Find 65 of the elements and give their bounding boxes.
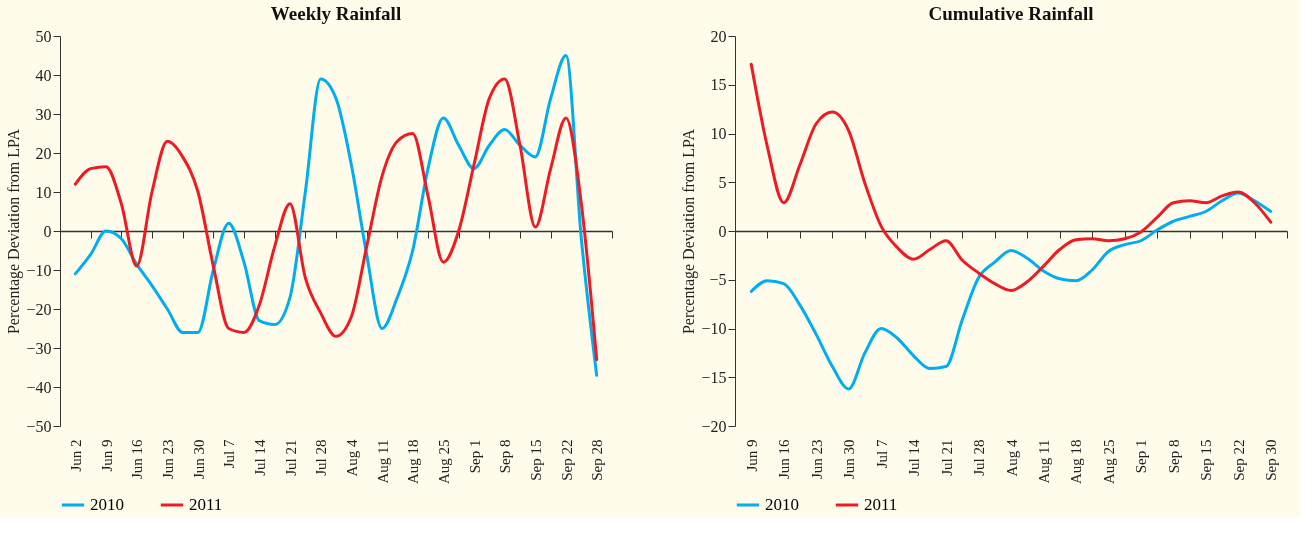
x-tick-label: Aug 18 bbox=[1068, 439, 1085, 485]
y-tick-label: −50 bbox=[26, 417, 52, 435]
x-tick-label: Sep 8 bbox=[1165, 439, 1182, 474]
chart-title: Cumulative Rainfall bbox=[928, 3, 1094, 24]
y-tick-label: 30 bbox=[35, 105, 52, 123]
x-tick-label: Jun 23 bbox=[159, 439, 176, 480]
legend-label: 2011 bbox=[189, 495, 223, 514]
y-tick-label: 50 bbox=[35, 27, 52, 45]
chart-title: Weekly Rainfall bbox=[270, 3, 402, 24]
x-tick-label: Sep 1 bbox=[466, 439, 483, 474]
x-tick-label: Jul 28 bbox=[971, 439, 988, 476]
y-axis-title: Percentage Deviation from LPA bbox=[5, 128, 24, 335]
y-tick-label: −10 bbox=[701, 320, 727, 337]
y-tick-label: 20 bbox=[710, 27, 727, 45]
legend-label: 2010 bbox=[765, 495, 799, 514]
line-series bbox=[749, 191, 1273, 391]
x-tick-label: Sep 15 bbox=[1198, 439, 1215, 481]
x-tick-label: Aug 11 bbox=[374, 439, 391, 484]
y-tick-label: −5 bbox=[709, 271, 727, 289]
x-tick-label: Jun 16 bbox=[129, 439, 146, 480]
x-tick-label: Sep 22 bbox=[1230, 439, 1247, 481]
legend-label: 2010 bbox=[90, 495, 124, 514]
y-tick-label: −10 bbox=[26, 261, 52, 279]
x-tick-label: Jul 14 bbox=[251, 439, 268, 476]
y-tick-label: 10 bbox=[35, 183, 52, 201]
x-tick-label: Aug 11 bbox=[1035, 439, 1052, 484]
y-tick-label: 20 bbox=[35, 144, 52, 162]
x-tick-label: Jun 9 bbox=[743, 439, 760, 472]
y-tick-label: −40 bbox=[26, 378, 52, 396]
x-tick-label: Jun 23 bbox=[808, 439, 825, 480]
y-tick-label: −30 bbox=[26, 339, 52, 357]
x-tick-label: Sep 1 bbox=[1133, 439, 1150, 474]
x-tick-label: Aug 4 bbox=[343, 439, 360, 477]
x-tick-label: Aug 25 bbox=[1100, 439, 1117, 485]
y-axis-title: Percentage Deviation from LPA bbox=[680, 128, 699, 335]
x-tick-label: Jun 9 bbox=[98, 439, 115, 472]
x-tick-label: Jul 21 bbox=[282, 439, 299, 476]
y-tick-label: 15 bbox=[710, 76, 727, 94]
x-tick-label: Jun 30 bbox=[841, 439, 858, 480]
y-tick-label: 0 bbox=[43, 222, 52, 240]
x-tick-label: Sep 15 bbox=[527, 439, 544, 481]
x-tick-label: Jul 21 bbox=[938, 439, 955, 476]
y-tick-label: 10 bbox=[710, 125, 727, 142]
x-tick-label: Sep 30 bbox=[1263, 439, 1280, 481]
x-tick-label: Sep 28 bbox=[589, 439, 606, 481]
x-tick-label: Jun 2 bbox=[67, 439, 84, 472]
x-tick-label: Jun 30 bbox=[190, 439, 207, 480]
y-tick-label: −20 bbox=[26, 300, 52, 318]
x-tick-label: Sep 8 bbox=[497, 439, 514, 474]
y-tick-label: 5 bbox=[718, 173, 727, 191]
y-tick-label: 0 bbox=[718, 222, 727, 240]
x-tick-label: Aug 4 bbox=[1003, 439, 1020, 477]
line-series bbox=[749, 62, 1273, 292]
x-tick-label: Jul 7 bbox=[873, 439, 890, 469]
x-tick-label: Sep 22 bbox=[558, 439, 575, 481]
x-tick-label: Jul 7 bbox=[221, 439, 238, 469]
x-tick-label: Aug 18 bbox=[405, 439, 422, 485]
x-tick-label: Jun 16 bbox=[776, 439, 793, 480]
x-tick-label: Aug 25 bbox=[435, 439, 452, 485]
y-tick-label: −20 bbox=[701, 417, 727, 435]
x-tick-label: Jul 14 bbox=[906, 439, 923, 476]
y-tick-label: 40 bbox=[35, 66, 52, 84]
legend-label: 2011 bbox=[864, 495, 898, 514]
x-tick-label: Jul 28 bbox=[313, 439, 330, 476]
y-tick-label: −15 bbox=[701, 368, 727, 386]
